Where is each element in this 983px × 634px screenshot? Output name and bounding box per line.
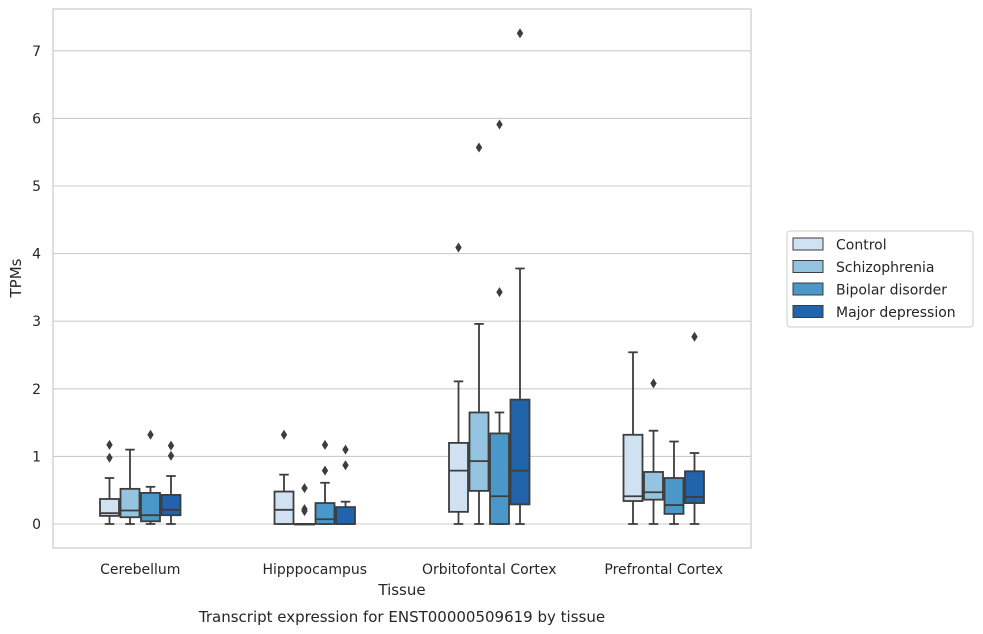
box-body — [663, 477, 685, 515]
box — [160, 440, 182, 525]
box-body — [643, 471, 664, 501]
box — [489, 119, 510, 525]
outlier-point — [301, 504, 308, 515]
outlier-point — [106, 439, 113, 450]
outlier-point — [321, 465, 329, 476]
box-series — [99, 28, 705, 526]
legend-label: Bipolar disorder — [836, 283, 947, 299]
legend-swatch — [792, 282, 824, 296]
outlier-point — [147, 429, 154, 440]
box — [663, 440, 685, 525]
legend-swatch — [792, 260, 824, 273]
legend: Control Schizophrenia Bipolar disorder Majo… — [786, 230, 974, 328]
grid-lines — [53, 50, 751, 525]
outlier-point — [650, 378, 657, 389]
y-axis-ticks: 0 1 2 3 4 5 6 7 — [32, 44, 41, 533]
x-tick-label: Cerebellum — [100, 562, 180, 578]
outlier-point — [167, 440, 175, 451]
legend-swatch — [792, 237, 824, 251]
y-tick-label: 0 — [32, 517, 41, 533]
outlier-point — [342, 444, 349, 455]
box — [509, 28, 531, 525]
box — [119, 448, 141, 525]
box-body — [335, 506, 356, 525]
series-bipolar-disorder — [140, 119, 685, 525]
outlier-point — [691, 331, 698, 342]
outlier-point — [321, 439, 329, 450]
box — [622, 351, 644, 525]
x-axis-label: Tissue — [377, 581, 425, 599]
box — [99, 439, 120, 525]
legend-label: Major depression — [836, 305, 956, 321]
box-body — [140, 492, 161, 523]
box — [448, 242, 469, 525]
y-tick-label: 2 — [32, 382, 41, 398]
legend-frame — [786, 230, 974, 328]
box-body — [509, 398, 531, 506]
box — [468, 142, 490, 525]
box — [643, 378, 664, 525]
outlier-point — [342, 460, 349, 471]
y-tick-label: 7 — [32, 44, 41, 60]
box-body — [489, 432, 510, 525]
outlier-point — [516, 28, 524, 39]
plot-frame — [52, 8, 752, 549]
series-schizophrenia — [119, 142, 664, 526]
outlier-point — [280, 429, 288, 440]
outlier-point — [455, 242, 462, 253]
box-body — [468, 411, 490, 492]
legend-label: Control — [836, 238, 887, 254]
legend-label: Schizophrenia — [836, 260, 934, 276]
outlier-point — [301, 483, 308, 494]
y-tick-label: 4 — [32, 247, 41, 263]
series-control — [99, 242, 644, 525]
box — [273, 429, 295, 525]
y-tick-label: 1 — [32, 449, 41, 465]
box-body — [273, 490, 295, 525]
outlier-point — [496, 119, 503, 130]
y-tick-label: 5 — [32, 179, 41, 195]
x-tick-label: Hipppocampus — [262, 562, 367, 578]
box — [335, 444, 356, 525]
box-body — [622, 433, 644, 502]
x-axis-ticks: Cerebellum Hipppocampus Orbitofontal Corte… — [100, 562, 723, 578]
box-body — [119, 487, 141, 519]
box-body — [99, 498, 120, 517]
y-tick-label: 3 — [32, 314, 41, 330]
y-tick-label: 6 — [32, 111, 41, 127]
outlier-point — [106, 452, 113, 463]
box-body — [448, 441, 469, 513]
outlier-point — [475, 142, 483, 153]
x-tick-label: Prefrontal Cortex — [604, 562, 723, 578]
y-axis-label: TPMs — [7, 258, 25, 298]
box-body — [314, 502, 336, 525]
outlier-point — [496, 287, 503, 298]
outlier-point — [167, 450, 175, 461]
box — [684, 331, 705, 525]
box — [314, 439, 336, 525]
box-body — [684, 470, 705, 504]
legend-swatch — [792, 305, 824, 318]
series-major-depression — [160, 28, 705, 525]
box — [140, 429, 161, 525]
x-tick-label: Orbitofontal Cortex — [422, 562, 557, 578]
chart-caption: Transcript expression for ENST0000050961… — [198, 608, 605, 626]
box-body — [160, 494, 182, 517]
box — [294, 483, 315, 526]
